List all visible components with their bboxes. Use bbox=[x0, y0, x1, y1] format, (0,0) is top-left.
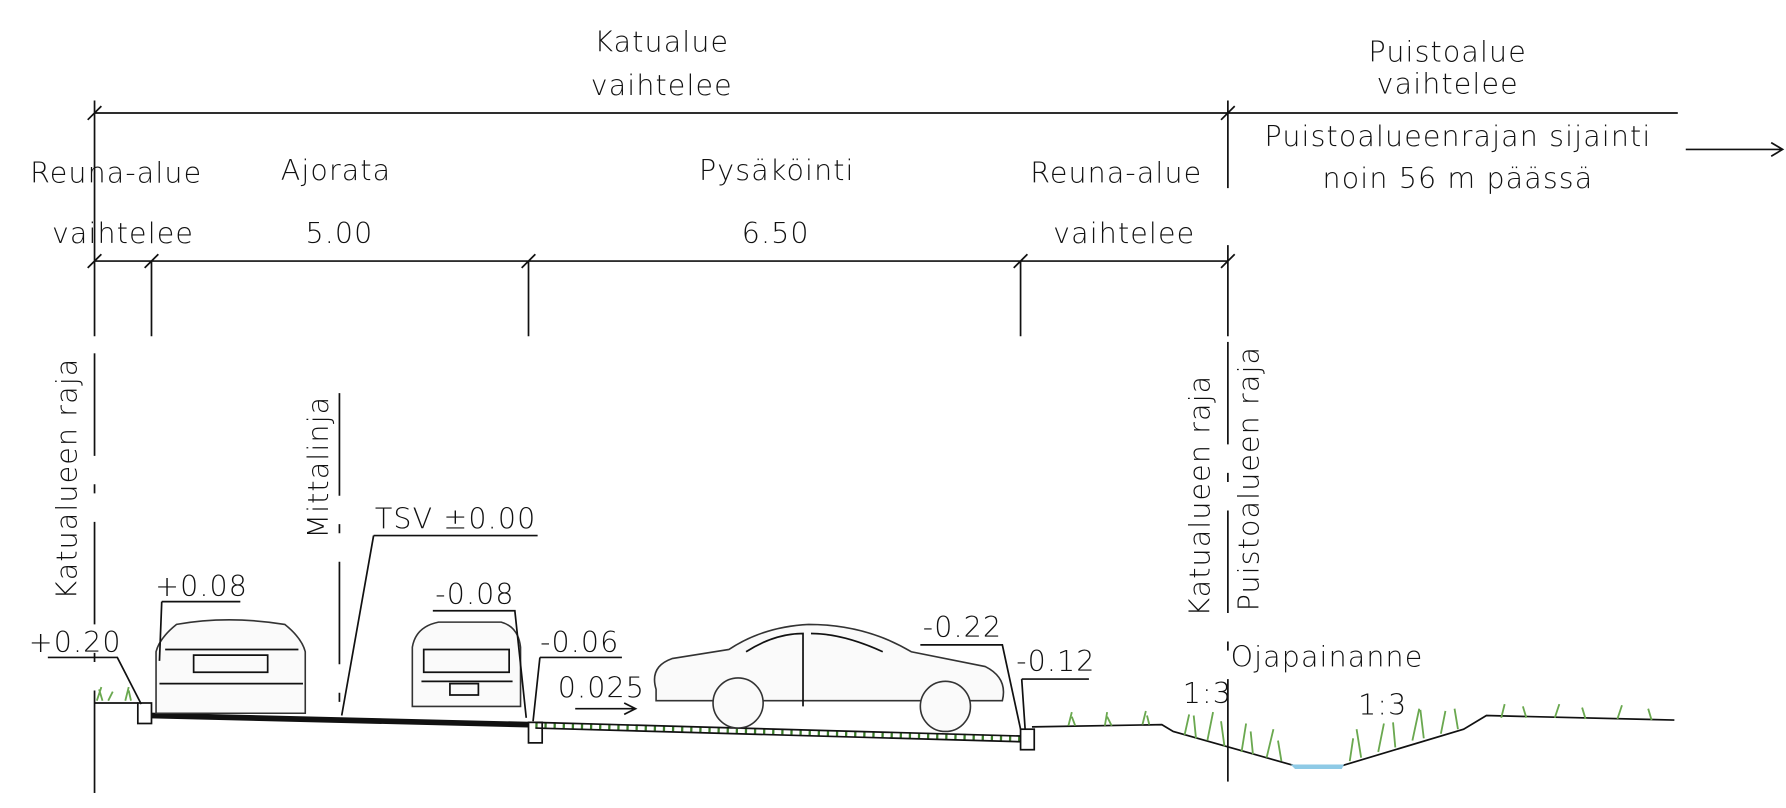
note: Puistoalueenrajan sijainti bbox=[1265, 120, 1652, 153]
section-width: vaihtelee bbox=[52, 217, 194, 250]
level: +0.20 bbox=[29, 626, 122, 659]
level: -0.12 bbox=[1016, 645, 1095, 678]
note: noin 56 m päässä bbox=[1323, 162, 1594, 195]
section-width: 6.50 bbox=[742, 217, 810, 250]
leaders bbox=[47, 534, 1089, 730]
zone-width: vaihtelee bbox=[591, 69, 733, 102]
dimension-lines bbox=[87, 100, 1785, 337]
boundary-label: Katualueen raja bbox=[1184, 375, 1217, 617]
section-name: Pysäköinti bbox=[699, 154, 855, 187]
zone-name: Katualue bbox=[594, 25, 729, 58]
boundary-label: Katualueen raja bbox=[50, 358, 83, 600]
section-width: 5.00 bbox=[305, 217, 373, 250]
level: TSV ±0.00 bbox=[375, 503, 536, 536]
boundary-label: Puistoalueen raja bbox=[1233, 346, 1266, 611]
section-name: Reuna-alue bbox=[30, 156, 202, 189]
ground bbox=[94, 702, 1675, 770]
level: -0.06 bbox=[540, 626, 619, 659]
level: +0.08 bbox=[155, 570, 248, 603]
slope: 0.025 bbox=[558, 671, 645, 704]
zone-width: vaihtelee bbox=[1377, 68, 1519, 101]
boundary-label: Mittalinja bbox=[302, 396, 335, 539]
boundary-lines bbox=[93, 341, 1229, 798]
zone-name: Puistoalue bbox=[1369, 36, 1527, 69]
section-name: Reuna-alue bbox=[1030, 156, 1202, 189]
ratio: 1:3 bbox=[1183, 677, 1232, 710]
level: -0.08 bbox=[435, 578, 514, 611]
cars bbox=[155, 619, 1005, 733]
ratio: 1:3 bbox=[1358, 688, 1407, 721]
level: -0.22 bbox=[923, 611, 1002, 644]
grass bbox=[95, 686, 1653, 762]
section-width: vaihtelee bbox=[1053, 217, 1195, 250]
section-name: Ajorata bbox=[281, 154, 392, 187]
labels: Katualue vaihtelee Puistoalue vaihtelee … bbox=[29, 25, 1652, 721]
ditch-label: Ojapainanne bbox=[1231, 641, 1424, 674]
